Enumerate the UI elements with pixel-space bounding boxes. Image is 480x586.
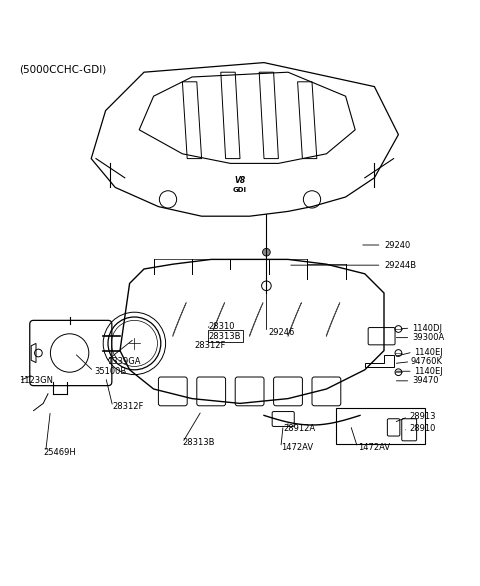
- Text: 28913: 28913: [409, 413, 435, 421]
- Text: 1472AV: 1472AV: [281, 443, 313, 452]
- Text: 28313B: 28313B: [209, 332, 241, 340]
- Text: (5000CCHC-GDI): (5000CCHC-GDI): [19, 65, 107, 75]
- Text: 25469H: 25469H: [43, 448, 76, 457]
- Text: 1140DJ: 1140DJ: [412, 323, 442, 332]
- Text: 28313B: 28313B: [182, 438, 215, 447]
- Text: 28312F: 28312F: [194, 341, 226, 350]
- Text: 29244B: 29244B: [384, 261, 416, 270]
- Text: 35100B: 35100B: [94, 367, 126, 376]
- Text: 1123GN: 1123GN: [19, 376, 53, 386]
- Text: 39470: 39470: [412, 376, 438, 386]
- Text: 29246: 29246: [269, 328, 295, 337]
- Text: 94760K: 94760K: [410, 357, 443, 366]
- Text: GDI: GDI: [233, 187, 247, 193]
- Text: 39300A: 39300A: [412, 333, 444, 342]
- Circle shape: [263, 248, 270, 256]
- Text: 1140EJ: 1140EJ: [414, 367, 443, 376]
- Text: 28912A: 28912A: [283, 424, 315, 433]
- Text: 1140EJ: 1140EJ: [414, 347, 443, 356]
- Text: 1339GA: 1339GA: [108, 357, 141, 366]
- Text: V8: V8: [234, 176, 246, 185]
- Text: 28310: 28310: [209, 322, 235, 331]
- Text: 1472AV: 1472AV: [358, 443, 390, 452]
- Text: 28910: 28910: [409, 424, 435, 433]
- Text: 28312F: 28312F: [113, 402, 144, 411]
- Text: 29240: 29240: [384, 240, 410, 250]
